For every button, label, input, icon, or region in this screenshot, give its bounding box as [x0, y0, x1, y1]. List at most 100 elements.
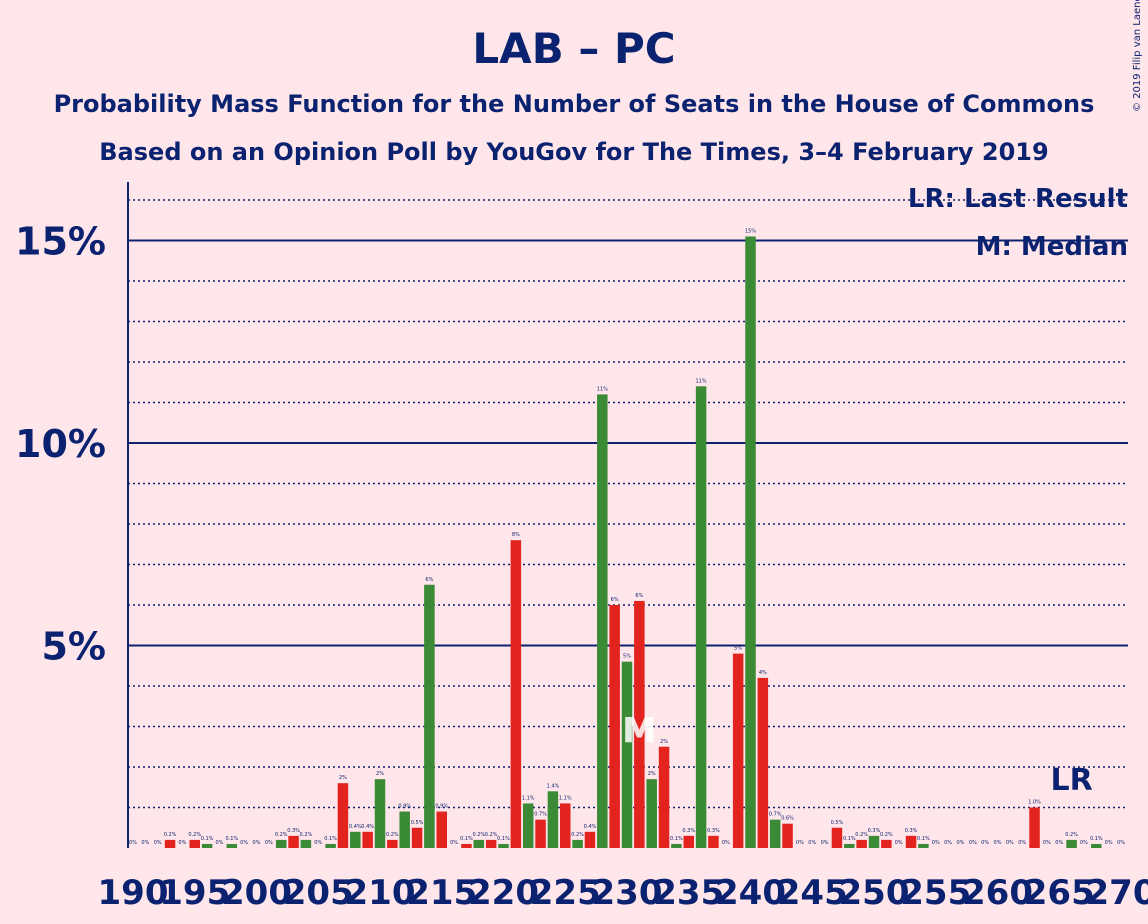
- bar-seat-268: [1091, 843, 1102, 848]
- x-tick-label: 190: [98, 873, 169, 913]
- bar-label: 6%: [425, 577, 433, 583]
- bar-seat-221: [510, 540, 522, 848]
- bar-seat-196: [201, 843, 213, 848]
- y-tick-label: 10%: [15, 422, 106, 466]
- bar-label: 0%: [944, 840, 952, 846]
- bar-seat-211: [387, 839, 398, 848]
- y-tick-label: 5%: [41, 625, 106, 669]
- bar-seat-242: [769, 819, 781, 848]
- bar-seat-230: [621, 661, 633, 848]
- bar-seat-222: [522, 803, 534, 848]
- bar-label: 0%: [215, 840, 223, 846]
- bar-label: 0.1%: [843, 836, 856, 842]
- bar-seat-219: [485, 839, 497, 848]
- bar-label: 2%: [376, 771, 384, 777]
- x-tick-label: 220: [468, 873, 539, 913]
- markers: M LR: [622, 711, 1093, 798]
- bar-label: 4%: [759, 670, 767, 676]
- bar-label: 0.3%: [707, 828, 720, 834]
- bar-label: 0.9%: [435, 804, 448, 810]
- bar-label: 0%: [1080, 840, 1088, 846]
- bar-label: 0.5%: [411, 820, 424, 826]
- bar-seat-207: [337, 783, 349, 848]
- chart-title: LAB – PC: [472, 24, 676, 73]
- bar-label: 2%: [339, 775, 347, 781]
- bar-seat-210: [374, 779, 386, 848]
- bar-label: 0%: [969, 840, 977, 846]
- bar-seat-217: [461, 843, 472, 848]
- bar-label: 0%: [178, 840, 186, 846]
- x-tick-labels: 1901952002052102152202252302352402452502…: [98, 873, 1148, 913]
- bar-label: 0.2%: [571, 832, 584, 838]
- x-tick-label: 255: [900, 873, 971, 913]
- bar-seat-214: [424, 584, 435, 848]
- x-tick-label: 215: [406, 873, 477, 913]
- bar-label: 0.1%: [201, 836, 214, 842]
- x-tick-label: 225: [530, 873, 601, 913]
- bar-seat-249: [856, 839, 867, 848]
- bar-label: 0%: [821, 840, 829, 846]
- bar-seat-195: [189, 839, 200, 848]
- bar-seat-248: [844, 843, 855, 848]
- bar-label: 2%: [660, 739, 668, 745]
- bar-label: 11%: [696, 378, 707, 384]
- legend-last-result: LR: Last Result: [907, 184, 1128, 214]
- bar-label: 8%: [512, 532, 520, 538]
- x-tick-label: 230: [592, 873, 663, 913]
- x-tick-label: 260: [962, 873, 1033, 913]
- bar-seat-253: [905, 835, 917, 848]
- bar-label: 0.2%: [880, 832, 893, 838]
- bar-label: 0%: [450, 840, 458, 846]
- bar-label: 0%: [240, 840, 248, 846]
- bar-seat-236: [695, 386, 707, 848]
- bar-label: 0.2%: [164, 832, 177, 838]
- bar-seat-204: [300, 839, 312, 848]
- bar-seat-193: [164, 839, 176, 848]
- bar-label: 0.2%: [300, 832, 313, 838]
- bar-label: 6%: [635, 593, 643, 599]
- bar-label: 0%: [1117, 840, 1125, 846]
- bar-label: 15%: [745, 228, 756, 234]
- bar-label: 0%: [796, 840, 804, 846]
- bar-label: 0.2%: [386, 832, 399, 838]
- bar-label: 0.2%: [1065, 832, 1078, 838]
- bar-label: 0.7%: [534, 812, 547, 818]
- bar-label: 0.1%: [460, 836, 473, 842]
- bar-seat-241: [757, 677, 769, 848]
- bar-label: 0.1%: [670, 836, 683, 842]
- bar-label: 1.1%: [559, 795, 572, 801]
- x-tick-label: 240: [715, 873, 786, 913]
- y-tick-labels: 5% 10% 15%: [15, 220, 106, 669]
- bar-seat-228: [597, 394, 608, 848]
- bar-label: 0.2%: [485, 832, 498, 838]
- bar-seat-202: [275, 839, 287, 848]
- bar-label: 0.3%: [868, 828, 881, 834]
- bar-label: 0%: [253, 840, 261, 846]
- bar-label: 0.3%: [287, 828, 300, 834]
- bar-label: 0.3%: [682, 828, 695, 834]
- bar-seat-233: [658, 746, 670, 848]
- bar-label: 0%: [1043, 840, 1051, 846]
- bar-seat-250: [868, 835, 880, 848]
- bar-seat-254: [918, 843, 929, 848]
- bar-label: 0%: [981, 840, 989, 846]
- bar-label: 0.5%: [831, 820, 844, 826]
- x-tick-label: 195: [159, 873, 230, 913]
- median-marker: M: [622, 711, 656, 751]
- bar-label: 5%: [623, 654, 631, 660]
- bar-seat-220: [498, 843, 509, 848]
- x-tick-label: 265: [1024, 873, 1095, 913]
- bar-seat-212: [399, 811, 410, 848]
- bar-seat-235: [683, 835, 694, 848]
- bar-seat-239: [732, 653, 744, 848]
- bar-label: 5%: [734, 646, 742, 652]
- y-tick-label: 15%: [15, 220, 106, 264]
- bar-seat-208: [350, 831, 361, 848]
- bar-label: 0%: [956, 840, 964, 846]
- chart-subtitle-poll: Based on an Opinion Poll by YouGov for T…: [99, 138, 1049, 166]
- bar-label: 0%: [932, 840, 940, 846]
- x-tick-label: 270: [1086, 873, 1148, 913]
- bar-label: 0.6%: [781, 816, 794, 822]
- bar-label: 0%: [1018, 840, 1026, 846]
